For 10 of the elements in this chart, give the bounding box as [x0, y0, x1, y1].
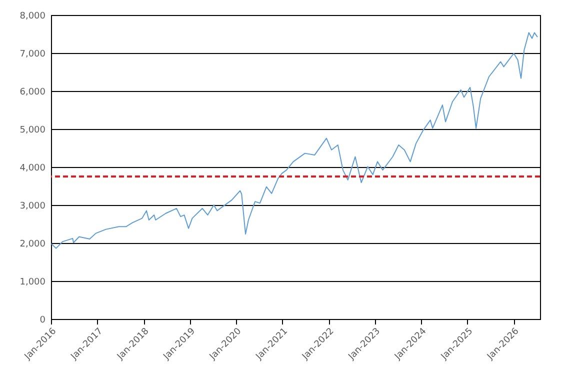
y-tick-label: 0 [40, 316, 46, 326]
line-series [51, 32, 538, 249]
y-tick-label: 1,000 [20, 278, 46, 288]
y-tick-label: 8,000 [20, 12, 46, 22]
y-tick-label: 4,000 [20, 164, 46, 174]
y-tick-label: 5,000 [20, 126, 46, 136]
y-tick-label: 2,000 [20, 240, 46, 250]
y-tick-label: 6,000 [20, 88, 46, 98]
y-tick-label: 7,000 [20, 50, 46, 60]
y-tick-label: 3,000 [20, 202, 46, 212]
